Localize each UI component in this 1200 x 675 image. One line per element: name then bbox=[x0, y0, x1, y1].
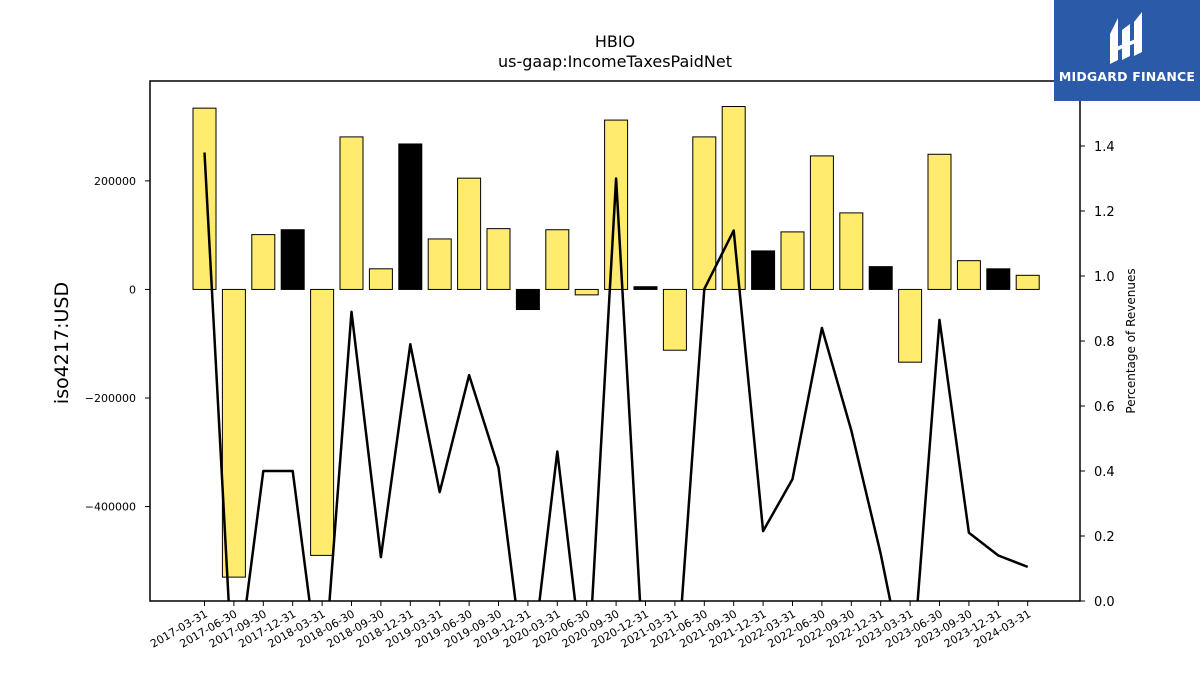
bar bbox=[515, 288, 540, 311]
bar bbox=[927, 153, 952, 290]
bar-group bbox=[192, 106, 1040, 578]
bar bbox=[633, 286, 658, 290]
bar bbox=[956, 260, 981, 290]
y-tick-label: −400000 bbox=[85, 501, 136, 514]
bar bbox=[398, 143, 423, 290]
bar bbox=[751, 250, 776, 290]
y2-tick-label: 0.0 bbox=[1094, 595, 1115, 610]
bar bbox=[986, 268, 1011, 290]
bar bbox=[339, 136, 364, 290]
logo-text: MIDGARD FINANCE bbox=[1058, 69, 1196, 84]
chart-subtitle: us-gaap:IncomeTaxesPaidNet bbox=[498, 52, 732, 71]
bar bbox=[1015, 274, 1040, 290]
bar bbox=[780, 231, 805, 290]
y-tick-label: 200000 bbox=[94, 175, 136, 188]
line-group bbox=[203, 152, 1029, 601]
bar bbox=[280, 229, 305, 290]
bar bbox=[898, 288, 923, 363]
y2-tick-label: 0.6 bbox=[1094, 400, 1115, 415]
bar bbox=[721, 106, 746, 290]
logo-mark-icon bbox=[1110, 12, 1142, 64]
y2-tick-label: 0.8 bbox=[1094, 335, 1115, 350]
y-tick-label: −200000 bbox=[85, 392, 136, 405]
bar bbox=[368, 268, 393, 290]
bar bbox=[545, 229, 570, 290]
y2-tick-label: 1.2 bbox=[1094, 205, 1115, 220]
bar bbox=[839, 212, 864, 290]
bar bbox=[457, 177, 482, 290]
bar bbox=[310, 288, 335, 556]
bar bbox=[251, 234, 276, 290]
bar bbox=[221, 288, 246, 578]
percentage-line bbox=[203, 152, 1029, 601]
chart-title: HBIO bbox=[594, 32, 636, 51]
y-axis-label-left: iso4217:USD bbox=[51, 281, 73, 405]
bar bbox=[809, 155, 834, 290]
bar bbox=[427, 238, 452, 290]
bar bbox=[692, 136, 717, 290]
bar bbox=[574, 288, 599, 296]
y-tick-label: 0 bbox=[129, 283, 136, 296]
bar bbox=[604, 119, 629, 290]
logo: MIDGARD FINANCE bbox=[1054, 0, 1200, 101]
bar bbox=[486, 228, 511, 290]
y-axis-label-right: Percentage of Revenues bbox=[1124, 268, 1138, 414]
bar bbox=[662, 288, 687, 351]
y2-tick-label: 1.4 bbox=[1094, 140, 1115, 155]
bar bbox=[192, 107, 217, 290]
y2-tick-label: 1.0 bbox=[1094, 270, 1115, 285]
y2-tick-label: 0.4 bbox=[1094, 465, 1115, 480]
y2-tick-label: 0.2 bbox=[1094, 530, 1115, 545]
bar bbox=[868, 266, 893, 290]
